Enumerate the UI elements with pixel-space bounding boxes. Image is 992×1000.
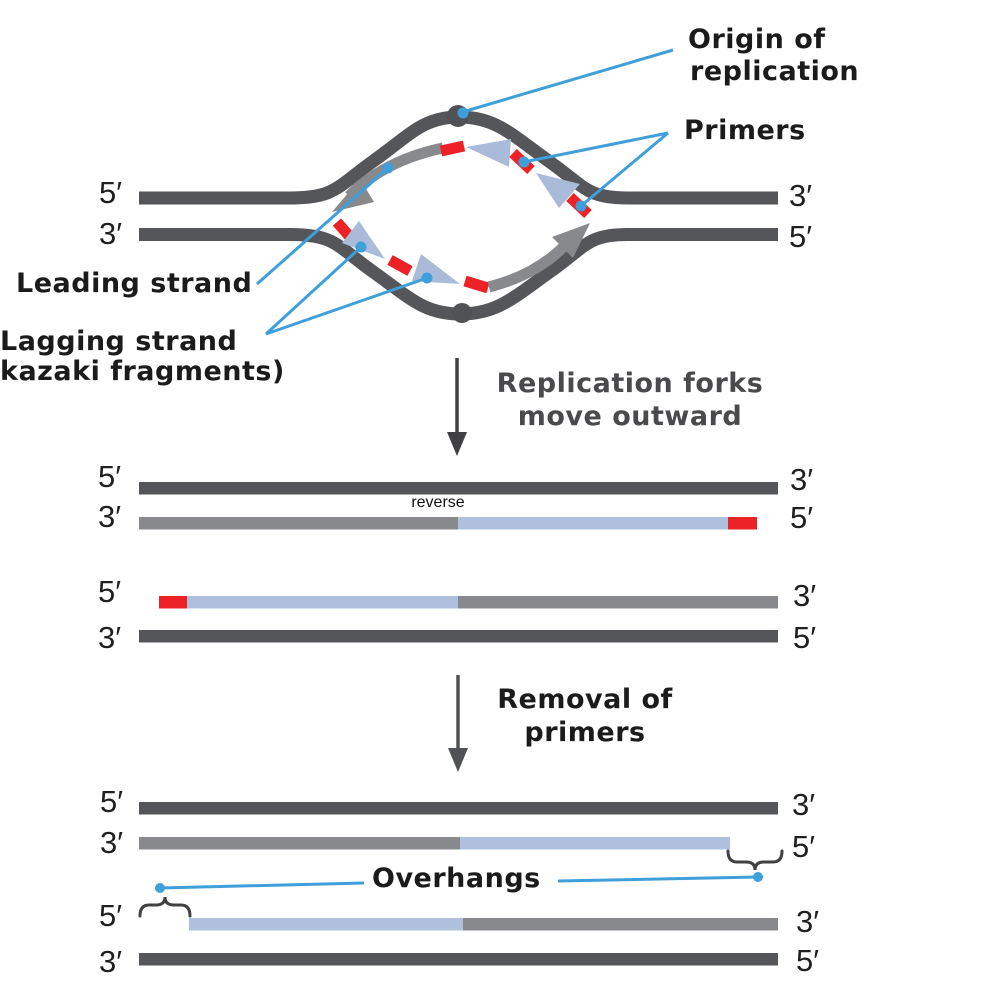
duplex1-primer (728, 517, 757, 530)
primer-segment (463, 275, 490, 294)
callout-dot-overhang-left (155, 883, 165, 893)
step-arrow-1 (447, 358, 467, 456)
overhangs-label: Overhangs (372, 863, 541, 894)
callout-dot-lagging-1 (355, 241, 367, 253)
origin-dot-bottom (452, 303, 472, 323)
callout-dot-overhang-right (753, 872, 763, 882)
duplex2-label-bottom-right: 5′ (793, 620, 817, 655)
arrow-head-down-icon (447, 432, 467, 456)
step-arrow-2 (448, 675, 468, 772)
replication-bubble (139, 48, 778, 336)
lagging-strand-label-line2: kazaki fragments) (0, 356, 285, 387)
okazaki-arrow-icon (342, 221, 385, 259)
duplex3-new-strand-blue (460, 837, 730, 850)
origin-label-line1: Origin of (688, 24, 826, 55)
callout-dot-primer-2 (575, 200, 587, 212)
duplex4-label-top-right: 3′ (796, 904, 820, 939)
duplex4-label-bottom-right: 5′ (796, 943, 820, 978)
duplex3-new-strand-gray (139, 837, 460, 850)
duplex2-label-top-right: 3′ (793, 578, 817, 613)
callout-line-primer-1 (523, 131, 669, 164)
bubble-end-label-right-bottom: 5′ (789, 219, 813, 254)
callout-dot-lagging-2 (421, 272, 433, 284)
duplex2-label-bottom-left: 3′ (98, 620, 122, 655)
duplex1-new-strand-gray (139, 517, 458, 530)
duplex3-label-top-right: 3′ (792, 787, 816, 822)
okazaki-arrow-icon (536, 173, 580, 208)
overhang-brace-right-icon (726, 849, 784, 871)
duplex2-new-strand-blue (187, 596, 458, 609)
callout-line-origin (465, 48, 674, 113)
primer-segment (387, 255, 413, 276)
callout-line-overhang-right (557, 875, 759, 883)
bubble-end-label-left-bottom: 3′ (99, 216, 123, 251)
duplex1-parental-strand (139, 482, 778, 495)
leading-strand-label: Leading strand (16, 268, 253, 299)
duplex1-label-bottom-left: 3′ (98, 499, 122, 534)
duplex1-label-bottom-right: 5′ (790, 500, 814, 535)
primer-segment (439, 140, 466, 157)
step2-label-line1: Removal of (497, 684, 673, 715)
callout-line-lagging-1 (264, 245, 363, 336)
overhang-brace-left-icon (138, 896, 192, 918)
overhangs-callout (155, 872, 763, 893)
duplex4-label-bottom-left: 3′ (99, 944, 123, 979)
duplex3-label-bottom-right: 5′ (792, 829, 816, 864)
duplex4-new-strand-blue (189, 918, 463, 931)
duplex3-label-bottom-left: 3′ (100, 825, 124, 860)
callout-dot-leading (382, 162, 394, 174)
callout-line-primer-2 (580, 131, 669, 208)
duplex3-parental-strand (139, 802, 778, 815)
lagging-strand-label-line1: Lagging strand (0, 326, 238, 357)
okazaki-arrow-icon (466, 139, 511, 167)
callout-line-overhang-left (159, 881, 365, 890)
duplex2-label-top-left: 5′ (98, 574, 122, 609)
duplex-4 (138, 896, 778, 966)
duplex1-new-strand-blue (458, 517, 728, 530)
callout-line-lagging-2 (265, 276, 428, 336)
leading-arrowhead-left-icon (332, 179, 374, 212)
primers-label: Primers (684, 115, 806, 146)
step2-label-line2: primers (524, 717, 646, 748)
bubble-end-label-left-top: 5′ (99, 175, 123, 210)
duplex4-parental-strand (139, 953, 778, 966)
callout-dot-origin (457, 107, 469, 119)
origin-label-line2: replication (690, 56, 860, 87)
step1-label-line1: Replication forks (496, 368, 764, 399)
duplex2-primer (159, 596, 187, 609)
duplex1-label-top-right: 3′ (790, 462, 814, 497)
duplex4-new-strand-gray (463, 918, 778, 931)
duplex3-label-top-left: 5′ (100, 784, 124, 819)
reverse-annotation: reverse (411, 494, 465, 511)
bubble-end-label-right-top: 3′ (789, 178, 813, 213)
callout-dot-primer-1 (518, 156, 530, 168)
step1-label-line2: move outward (517, 401, 743, 432)
duplex1-label-top-left: 5′ (98, 459, 122, 494)
duplex-1 (139, 482, 778, 530)
duplex4-label-top-left: 5′ (99, 898, 123, 933)
callout-line-leading (256, 166, 389, 286)
parental-strand-top (139, 110, 778, 205)
leading-arrowhead-right-icon (552, 223, 590, 258)
duplex2-new-strand-gray (458, 596, 778, 609)
duplex-2 (139, 596, 778, 643)
arrow-head-down-icon (448, 748, 468, 772)
primer-segment (332, 218, 355, 241)
duplex-3 (139, 802, 784, 871)
duplex2-parental-strand (139, 630, 778, 643)
